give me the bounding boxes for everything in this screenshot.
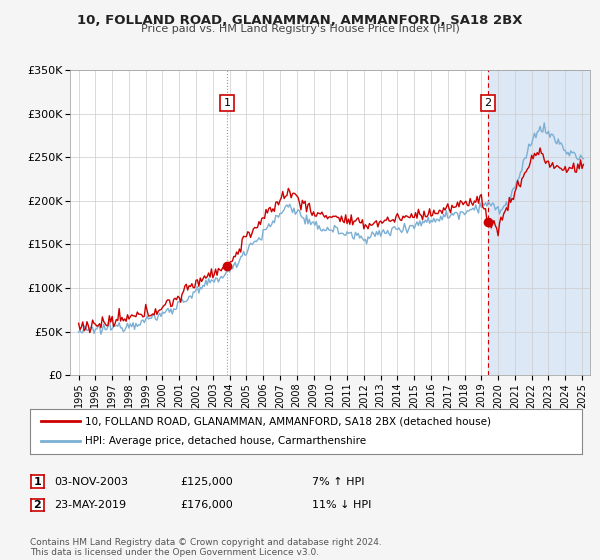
Text: 03-NOV-2003: 03-NOV-2003 [54,477,128,487]
Text: 2: 2 [34,500,41,510]
Text: 23-MAY-2019: 23-MAY-2019 [54,500,126,510]
Text: 7% ↑ HPI: 7% ↑ HPI [312,477,365,487]
Text: £176,000: £176,000 [180,500,233,510]
Bar [488,70,590,375]
Text: Price paid vs. HM Land Registry's House Price Index (HPI): Price paid vs. HM Land Registry's House … [140,24,460,34]
Text: 10, FOLLAND ROAD, GLANAMMAN, AMMANFORD, SA18 2BX (detached house): 10, FOLLAND ROAD, GLANAMMAN, AMMANFORD, … [85,416,491,426]
Text: 11% ↓ HPI: 11% ↓ HPI [312,500,371,510]
Text: Contains HM Land Registry data © Crown copyright and database right 2024.
This d: Contains HM Land Registry data © Crown c… [30,538,382,557]
Text: 2: 2 [484,98,491,108]
Text: 10, FOLLAND ROAD, GLANAMMAN, AMMANFORD, SA18 2BX: 10, FOLLAND ROAD, GLANAMMAN, AMMANFORD, … [77,14,523,27]
Text: 1: 1 [34,477,41,487]
Text: £125,000: £125,000 [180,477,233,487]
Text: HPI: Average price, detached house, Carmarthenshire: HPI: Average price, detached house, Carm… [85,436,367,446]
Text: 1: 1 [223,98,230,108]
